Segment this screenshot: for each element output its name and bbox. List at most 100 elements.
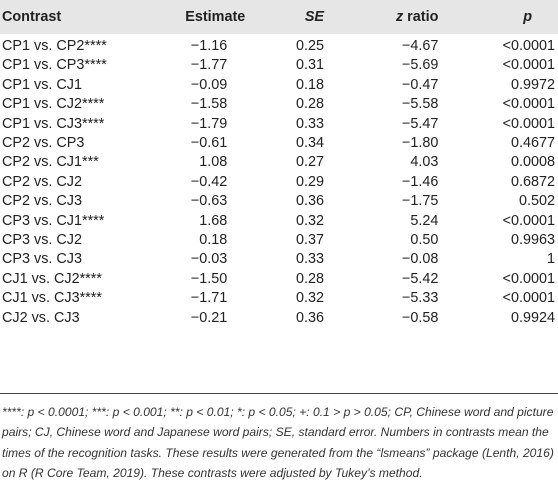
cell-p: <0.0001 <box>502 38 555 54</box>
table-row: CP1 vs. CP3**** −1.77 0.31 −5.69 <0.0001 <box>0 56 558 75</box>
cell-se: 0.28 <box>296 270 325 287</box>
cell-p: 0.6872 <box>510 173 555 190</box>
cell-p: <0.0001 <box>502 96 555 113</box>
cell-p: <0.0001 <box>502 290 555 307</box>
cell-se: 0.32 <box>296 290 325 307</box>
cell-p: <0.0001 <box>502 115 555 132</box>
cell-se: 0.29 <box>296 173 325 190</box>
table-bottom-rule <box>0 393 558 394</box>
table-row: CP2 vs. CJ2 −0.42 0.29 −1.46 0.6872 <box>0 173 558 192</box>
cell-estimate: −1.77 <box>190 57 228 74</box>
cell-z-ratio: −5.58 <box>401 96 439 113</box>
table-row: CP1 vs. CP2**** −1.16 0.25 −4.67 <0.0001 <box>0 34 558 56</box>
cell-estimate: −1.16 <box>190 38 228 54</box>
cell-estimate: 0.18 <box>199 232 228 249</box>
cell-se: 0.33 <box>296 251 325 268</box>
cell-p: <0.0001 <box>502 270 555 287</box>
cell-p: 1 <box>546 251 555 268</box>
cell-p: 0.0008 <box>510 154 555 171</box>
table-header-row: Contrast Estimate SE z ratio p <box>0 0 558 34</box>
cell-estimate: −1.79 <box>190 115 228 132</box>
cell-p: <0.0001 <box>502 212 555 229</box>
cell-estimate: −0.09 <box>190 76 228 93</box>
cell-z-ratio: −5.69 <box>401 57 439 74</box>
cell-estimate: −0.42 <box>190 173 228 190</box>
header-z-ratio: z ratio <box>324 0 438 34</box>
cell-estimate: −1.71 <box>190 290 228 307</box>
cell-estimate: −0.03 <box>190 251 228 268</box>
header-estimate: Estimate <box>185 9 246 25</box>
table-row: CP3 vs. CJ1**** 1.68 0.32 5.24 <0.0001 <box>0 212 558 231</box>
cell-estimate: −0.63 <box>190 193 228 210</box>
cell-p: 0.9972 <box>510 76 555 93</box>
cell-z-ratio: −0.08 <box>401 251 439 268</box>
cell-contrast: CJ1 vs. CJ2**** <box>2 270 102 287</box>
cell-estimate: −0.21 <box>190 309 228 326</box>
cell-contrast: CP1 vs. CJ2**** <box>2 96 105 113</box>
cell-p: 0.4677 <box>510 135 555 152</box>
cell-estimate: 1.08 <box>199 154 228 171</box>
cell-z-ratio: 5.24 <box>410 212 439 229</box>
cell-se: 0.31 <box>296 57 325 74</box>
cell-contrast: CJ1 vs. CJ3**** <box>2 290 102 307</box>
table-row: CJ1 vs. CJ3**** −1.71 0.32 −5.33 <0.0001 <box>0 289 558 308</box>
cell-z-ratio: −1.46 <box>401 173 439 190</box>
cell-z-ratio: −5.47 <box>401 115 439 132</box>
cell-estimate: −1.58 <box>190 96 228 113</box>
table-row: CJ2 vs. CJ3 −0.21 0.36 −0.58 0.9924 <box>0 309 558 328</box>
cell-se: 0.37 <box>296 232 325 249</box>
header-contrast: Contrast <box>2 9 62 25</box>
cell-estimate: −0.61 <box>190 135 228 152</box>
cell-contrast: CP1 vs. CJ3**** <box>2 115 105 132</box>
table-row: CP3 vs. CJ2 0.18 0.37 0.50 0.9963 <box>0 231 558 250</box>
cell-contrast: CP1 vs. CP2**** <box>2 38 107 54</box>
cell-p: 0.9963 <box>510 232 555 249</box>
cell-contrast: CJ2 vs. CJ3 <box>2 309 80 326</box>
cell-contrast: CP1 vs. CP3**** <box>2 57 107 74</box>
cell-se: 0.32 <box>296 212 325 229</box>
cell-se: 0.36 <box>296 309 325 326</box>
table-row: CP2 vs. CJ3 −0.63 0.36 −1.75 0.502 <box>0 192 558 211</box>
cell-p: 0.502 <box>518 193 555 210</box>
cell-z-ratio: −4.67 <box>401 38 439 54</box>
cell-z-ratio: 4.03 <box>410 154 439 171</box>
cell-contrast: CP2 vs. CJ1*** <box>2 154 99 171</box>
cell-estimate: −1.50 <box>190 270 228 287</box>
header-se: SE <box>304 9 325 25</box>
cell-contrast: CP2 vs. CJ3 <box>2 193 82 210</box>
cell-z-ratio: −5.33 <box>401 290 439 307</box>
cell-se: 0.34 <box>296 135 325 152</box>
table-row: CJ1 vs. CJ2**** −1.50 0.28 −5.42 <0.0001 <box>0 270 558 289</box>
cell-contrast: CP3 vs. CJ1**** <box>2 212 105 229</box>
cell-z-ratio: −0.47 <box>401 76 439 93</box>
header-z-ratio-text: z ratio <box>395 9 439 25</box>
cell-se: 0.25 <box>296 38 325 54</box>
cell-z-ratio: −1.80 <box>401 135 439 152</box>
cell-se: 0.27 <box>296 154 325 171</box>
cell-se: 0.28 <box>296 96 325 113</box>
table-row: CP1 vs. CJ1 −0.09 0.18 −0.47 0.9972 <box>0 76 558 95</box>
cell-contrast: CP3 vs. CJ2 <box>2 232 82 249</box>
table-row: CP1 vs. CJ3**** −1.79 0.33 −5.47 <0.0001 <box>0 115 558 134</box>
header-p: p <box>523 9 532 25</box>
cell-estimate: 1.68 <box>199 212 228 229</box>
table-row: CP3 vs. CJ3 −0.03 0.33 −0.08 1 <box>0 250 558 269</box>
cell-contrast: CP3 vs. CJ3 <box>2 251 82 268</box>
table-row: CP2 vs. CP3 −0.61 0.34 −1.80 0.4677 <box>0 134 558 153</box>
cell-z-ratio: −0.58 <box>401 309 439 326</box>
table-row: CP2 vs. CJ1*** 1.08 0.27 4.03 0.0008 <box>0 153 558 172</box>
cell-se: 0.33 <box>296 115 325 132</box>
table-body: CP1 vs. CP2**** −1.16 0.25 −4.67 <0.0001 CP1 … <box>0 34 558 328</box>
cell-p: 0.9924 <box>510 309 555 326</box>
cell-z-ratio: −1.75 <box>401 193 439 210</box>
cell-contrast: CP1 vs. CJ1 <box>2 76 82 93</box>
table-footnote: ****: p < 0.0001; ***: p < 0.001; **: p … <box>2 405 554 481</box>
contrast-table: Contrast Estimate SE z ratio p CP1 vs. C… <box>0 0 558 328</box>
cell-se: 0.18 <box>296 76 325 93</box>
cell-p: <0.0001 <box>502 57 555 74</box>
cell-contrast: CP2 vs. CP3 <box>2 135 85 152</box>
cell-se: 0.36 <box>296 193 325 210</box>
cell-contrast: CP2 vs. CJ2 <box>2 173 82 190</box>
cell-z-ratio: −5.42 <box>401 270 439 287</box>
